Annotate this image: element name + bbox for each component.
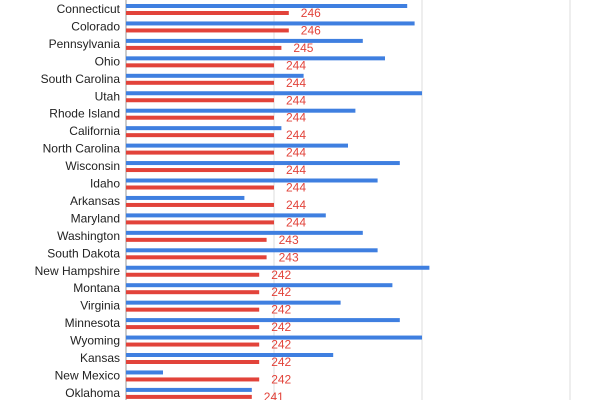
bar-series-1 xyxy=(126,21,415,26)
bar-series-2 xyxy=(126,185,274,190)
data-label: 244 xyxy=(286,215,306,229)
bar-series-2 xyxy=(126,325,260,330)
category-label: Montana xyxy=(73,281,120,295)
bar-series-2 xyxy=(126,150,274,155)
bar-series-2 xyxy=(126,115,274,120)
category-label: Pennsylvania xyxy=(49,37,121,51)
bar-series-2 xyxy=(126,307,260,312)
bar-series-2 xyxy=(126,63,274,68)
bar-series-1 xyxy=(126,230,363,235)
bar-series-2 xyxy=(126,342,260,347)
bar-series-1 xyxy=(126,38,363,43)
data-label: 242 xyxy=(271,355,291,369)
data-label: 244 xyxy=(286,128,306,142)
bar-series-1 xyxy=(126,335,422,340)
data-label: 243 xyxy=(279,233,299,247)
bar-series-2 xyxy=(126,255,267,260)
bar-series-2 xyxy=(126,220,274,225)
bar-series-1 xyxy=(126,387,252,392)
data-label: 244 xyxy=(286,181,306,195)
bar-series-2 xyxy=(126,45,282,50)
data-label: 242 xyxy=(271,338,291,352)
data-label: 244 xyxy=(286,93,306,107)
category-label: Virginia xyxy=(80,299,120,313)
category-label: Maryland xyxy=(71,211,120,225)
data-label: 244 xyxy=(286,58,306,72)
bar-series-2 xyxy=(126,290,260,295)
bar-series-2 xyxy=(126,272,260,277)
data-label: 242 xyxy=(271,268,291,282)
category-label: Ohio xyxy=(95,54,121,68)
bar-series-2 xyxy=(126,394,252,399)
category-label: Idaho xyxy=(90,177,120,191)
bar-series-1 xyxy=(126,91,422,96)
data-label: 244 xyxy=(286,76,306,90)
category-label: New Hampshire xyxy=(35,264,121,278)
category-label: Wyoming xyxy=(70,334,120,348)
category-label: Oklahoma xyxy=(65,386,120,400)
bar-series-1 xyxy=(126,213,326,218)
bar-series-2 xyxy=(126,377,260,382)
data-label: 246 xyxy=(301,6,321,20)
category-label: Connecticut xyxy=(57,2,121,16)
category-label: New Mexico xyxy=(55,368,121,382)
data-label: 244 xyxy=(286,111,306,125)
category-label: California xyxy=(69,124,120,138)
bar-series-2 xyxy=(126,133,274,138)
bar-series-1 xyxy=(126,161,400,166)
category-label: South Carolina xyxy=(41,72,121,86)
bar-series-1 xyxy=(126,4,408,8)
bar-series-1 xyxy=(126,353,334,357)
data-label: 241 xyxy=(264,390,284,400)
data-label: 243 xyxy=(279,250,299,264)
bar-series-1 xyxy=(126,56,385,61)
bar-series-1 xyxy=(126,248,378,253)
category-label: Minnesota xyxy=(65,316,121,330)
bar-series-1 xyxy=(126,143,348,148)
data-label: 242 xyxy=(271,320,291,334)
category-label: Utah xyxy=(95,89,120,103)
bar-series-2 xyxy=(126,11,289,15)
bar-series-1 xyxy=(126,195,245,200)
bar-series-1 xyxy=(126,108,356,113)
bar-series-1 xyxy=(126,318,400,323)
bar-series-2 xyxy=(126,360,260,364)
data-label: 242 xyxy=(271,303,291,317)
category-label: Kansas xyxy=(80,351,120,365)
bar-series-1 xyxy=(126,265,430,270)
bar-series-1 xyxy=(126,283,393,288)
bar-series-2 xyxy=(126,168,274,173)
data-label: 244 xyxy=(286,163,306,177)
bar-series-1 xyxy=(126,178,378,183)
bar-series-1 xyxy=(126,300,341,305)
category-label: South Dakota xyxy=(47,246,120,260)
bar-series-2 xyxy=(126,237,267,242)
bar-series-2 xyxy=(126,202,274,207)
bar-series-2 xyxy=(126,80,274,85)
data-label: 244 xyxy=(286,198,306,212)
bar-series-1 xyxy=(126,73,304,78)
category-label: Rhode Island xyxy=(49,107,120,121)
data-label: 244 xyxy=(286,146,306,160)
category-label: North Carolina xyxy=(43,142,121,156)
category-label: Washington xyxy=(57,229,120,243)
bar-series-2 xyxy=(126,98,274,103)
bar-series-1 xyxy=(126,370,163,375)
bar-series-1 xyxy=(126,126,282,131)
bar-series-2 xyxy=(126,28,289,33)
data-label: 245 xyxy=(293,41,313,55)
category-label: Wisconsin xyxy=(65,159,120,173)
category-label: Arkansas xyxy=(70,194,120,208)
category-label: Colorado xyxy=(71,19,120,33)
data-label: 246 xyxy=(301,23,321,37)
data-label: 242 xyxy=(271,372,291,386)
data-label: 242 xyxy=(271,285,291,299)
